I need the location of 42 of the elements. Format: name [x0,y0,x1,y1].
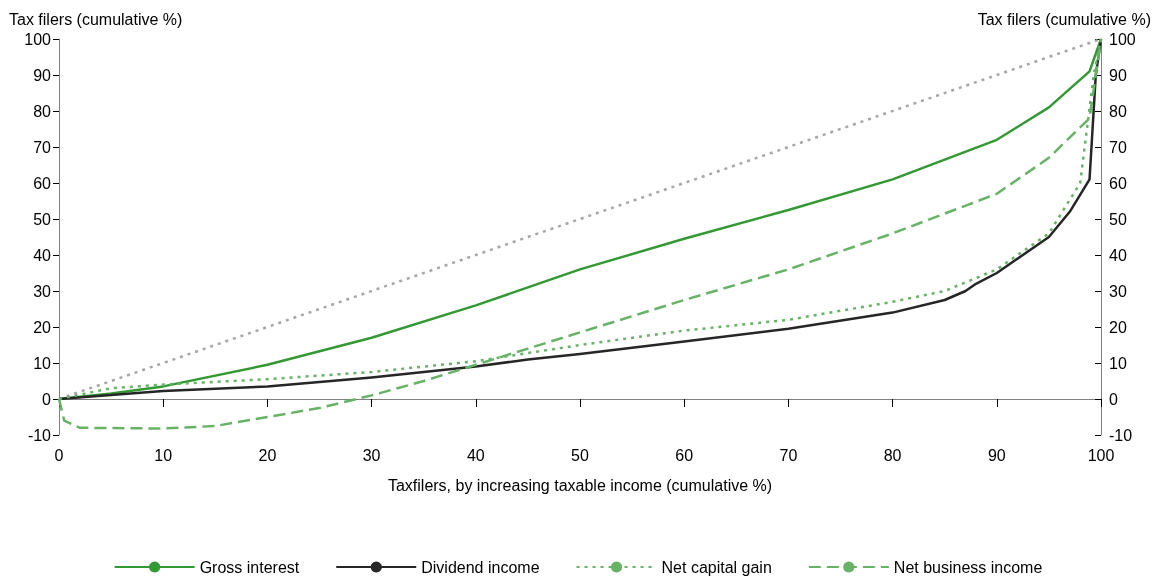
x-tick-label: 20 [258,446,277,464]
y-tick-label: 80 [33,102,52,120]
x-axis-title: Taxfilers, by increasing taxable income (cumulative %) [387,476,773,494]
x-tick-label: 10 [154,446,173,464]
legend-label: Gross interest [199,558,300,576]
y-tick-label: 20 [33,318,52,336]
y-tick-label: 40 [33,246,52,264]
x-tick-label: 60 [675,446,694,464]
x-tick-label: 30 [362,446,381,464]
y-tick-label: 100 [24,30,52,48]
x-tick-label: 90 [987,446,1006,464]
y2-tick-label: 20 [1109,318,1127,336]
y2-tick-label: 50 [1109,210,1127,228]
x-tick-label: 100 [1087,446,1115,464]
y-tick-label: 60 [33,174,52,192]
y-tick-label: -10 [27,426,52,444]
y2-tick-label: 80 [1109,102,1127,120]
y-tick-label: 30 [33,282,52,300]
y2-tick-label: 60 [1109,174,1127,192]
x-tick-label: 40 [466,446,485,464]
y-tick-label: 50 [33,210,52,228]
y-tick-label: 90 [33,66,52,84]
y2-tick-label: 90 [1109,66,1127,84]
y-axis-title: Tax filers (cumulative %) [9,10,183,28]
y-tick-label: 0 [42,390,52,408]
y2-tick-label: 0 [1109,390,1118,408]
y2-tick-label: 100 [1109,30,1136,48]
y-tick-label: 10 [33,354,52,372]
y2-tick-label: 70 [1109,138,1127,156]
x-tick-label: 50 [571,446,589,464]
x-tick-label: 0 [54,446,64,464]
y2-tick-label: -10 [1109,426,1133,444]
legend-label: Net capital gain [661,558,772,576]
y2-tick-label: 30 [1109,282,1127,300]
x-tick-label: 80 [883,446,902,464]
y-tick-label: 70 [33,138,52,156]
y2-tick-label: 10 [1109,354,1127,372]
y2-axis-title: Tax filers (cumulative %) [977,10,1151,28]
x-tick-label: 70 [779,446,798,464]
legend-label: Dividend income [421,558,540,576]
y2-tick-label: 40 [1109,246,1127,264]
legend-label: Net business income [893,558,1043,576]
